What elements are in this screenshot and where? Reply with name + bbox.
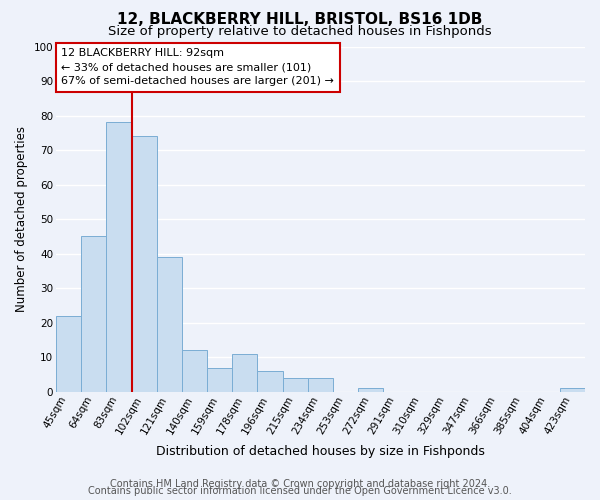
Text: 12 BLACKBERRY HILL: 92sqm
← 33% of detached houses are smaller (101)
67% of semi: 12 BLACKBERRY HILL: 92sqm ← 33% of detac… <box>61 48 334 86</box>
Text: Size of property relative to detached houses in Fishponds: Size of property relative to detached ho… <box>108 25 492 38</box>
X-axis label: Distribution of detached houses by size in Fishponds: Distribution of detached houses by size … <box>156 444 485 458</box>
Bar <box>207 368 232 392</box>
Y-axis label: Number of detached properties: Number of detached properties <box>15 126 28 312</box>
Text: Contains public sector information licensed under the Open Government Licence v3: Contains public sector information licen… <box>88 486 512 496</box>
Bar <box>560 388 585 392</box>
Bar <box>257 371 283 392</box>
Text: 12, BLACKBERRY HILL, BRISTOL, BS16 1DB: 12, BLACKBERRY HILL, BRISTOL, BS16 1DB <box>118 12 482 28</box>
Bar <box>182 350 207 392</box>
Text: Contains HM Land Registry data © Crown copyright and database right 2024.: Contains HM Land Registry data © Crown c… <box>110 479 490 489</box>
Bar <box>358 388 383 392</box>
Bar <box>106 122 131 392</box>
Bar <box>81 236 106 392</box>
Bar <box>131 136 157 392</box>
Bar <box>232 354 257 392</box>
Bar <box>56 316 81 392</box>
Bar <box>308 378 333 392</box>
Bar <box>283 378 308 392</box>
Bar <box>157 257 182 392</box>
